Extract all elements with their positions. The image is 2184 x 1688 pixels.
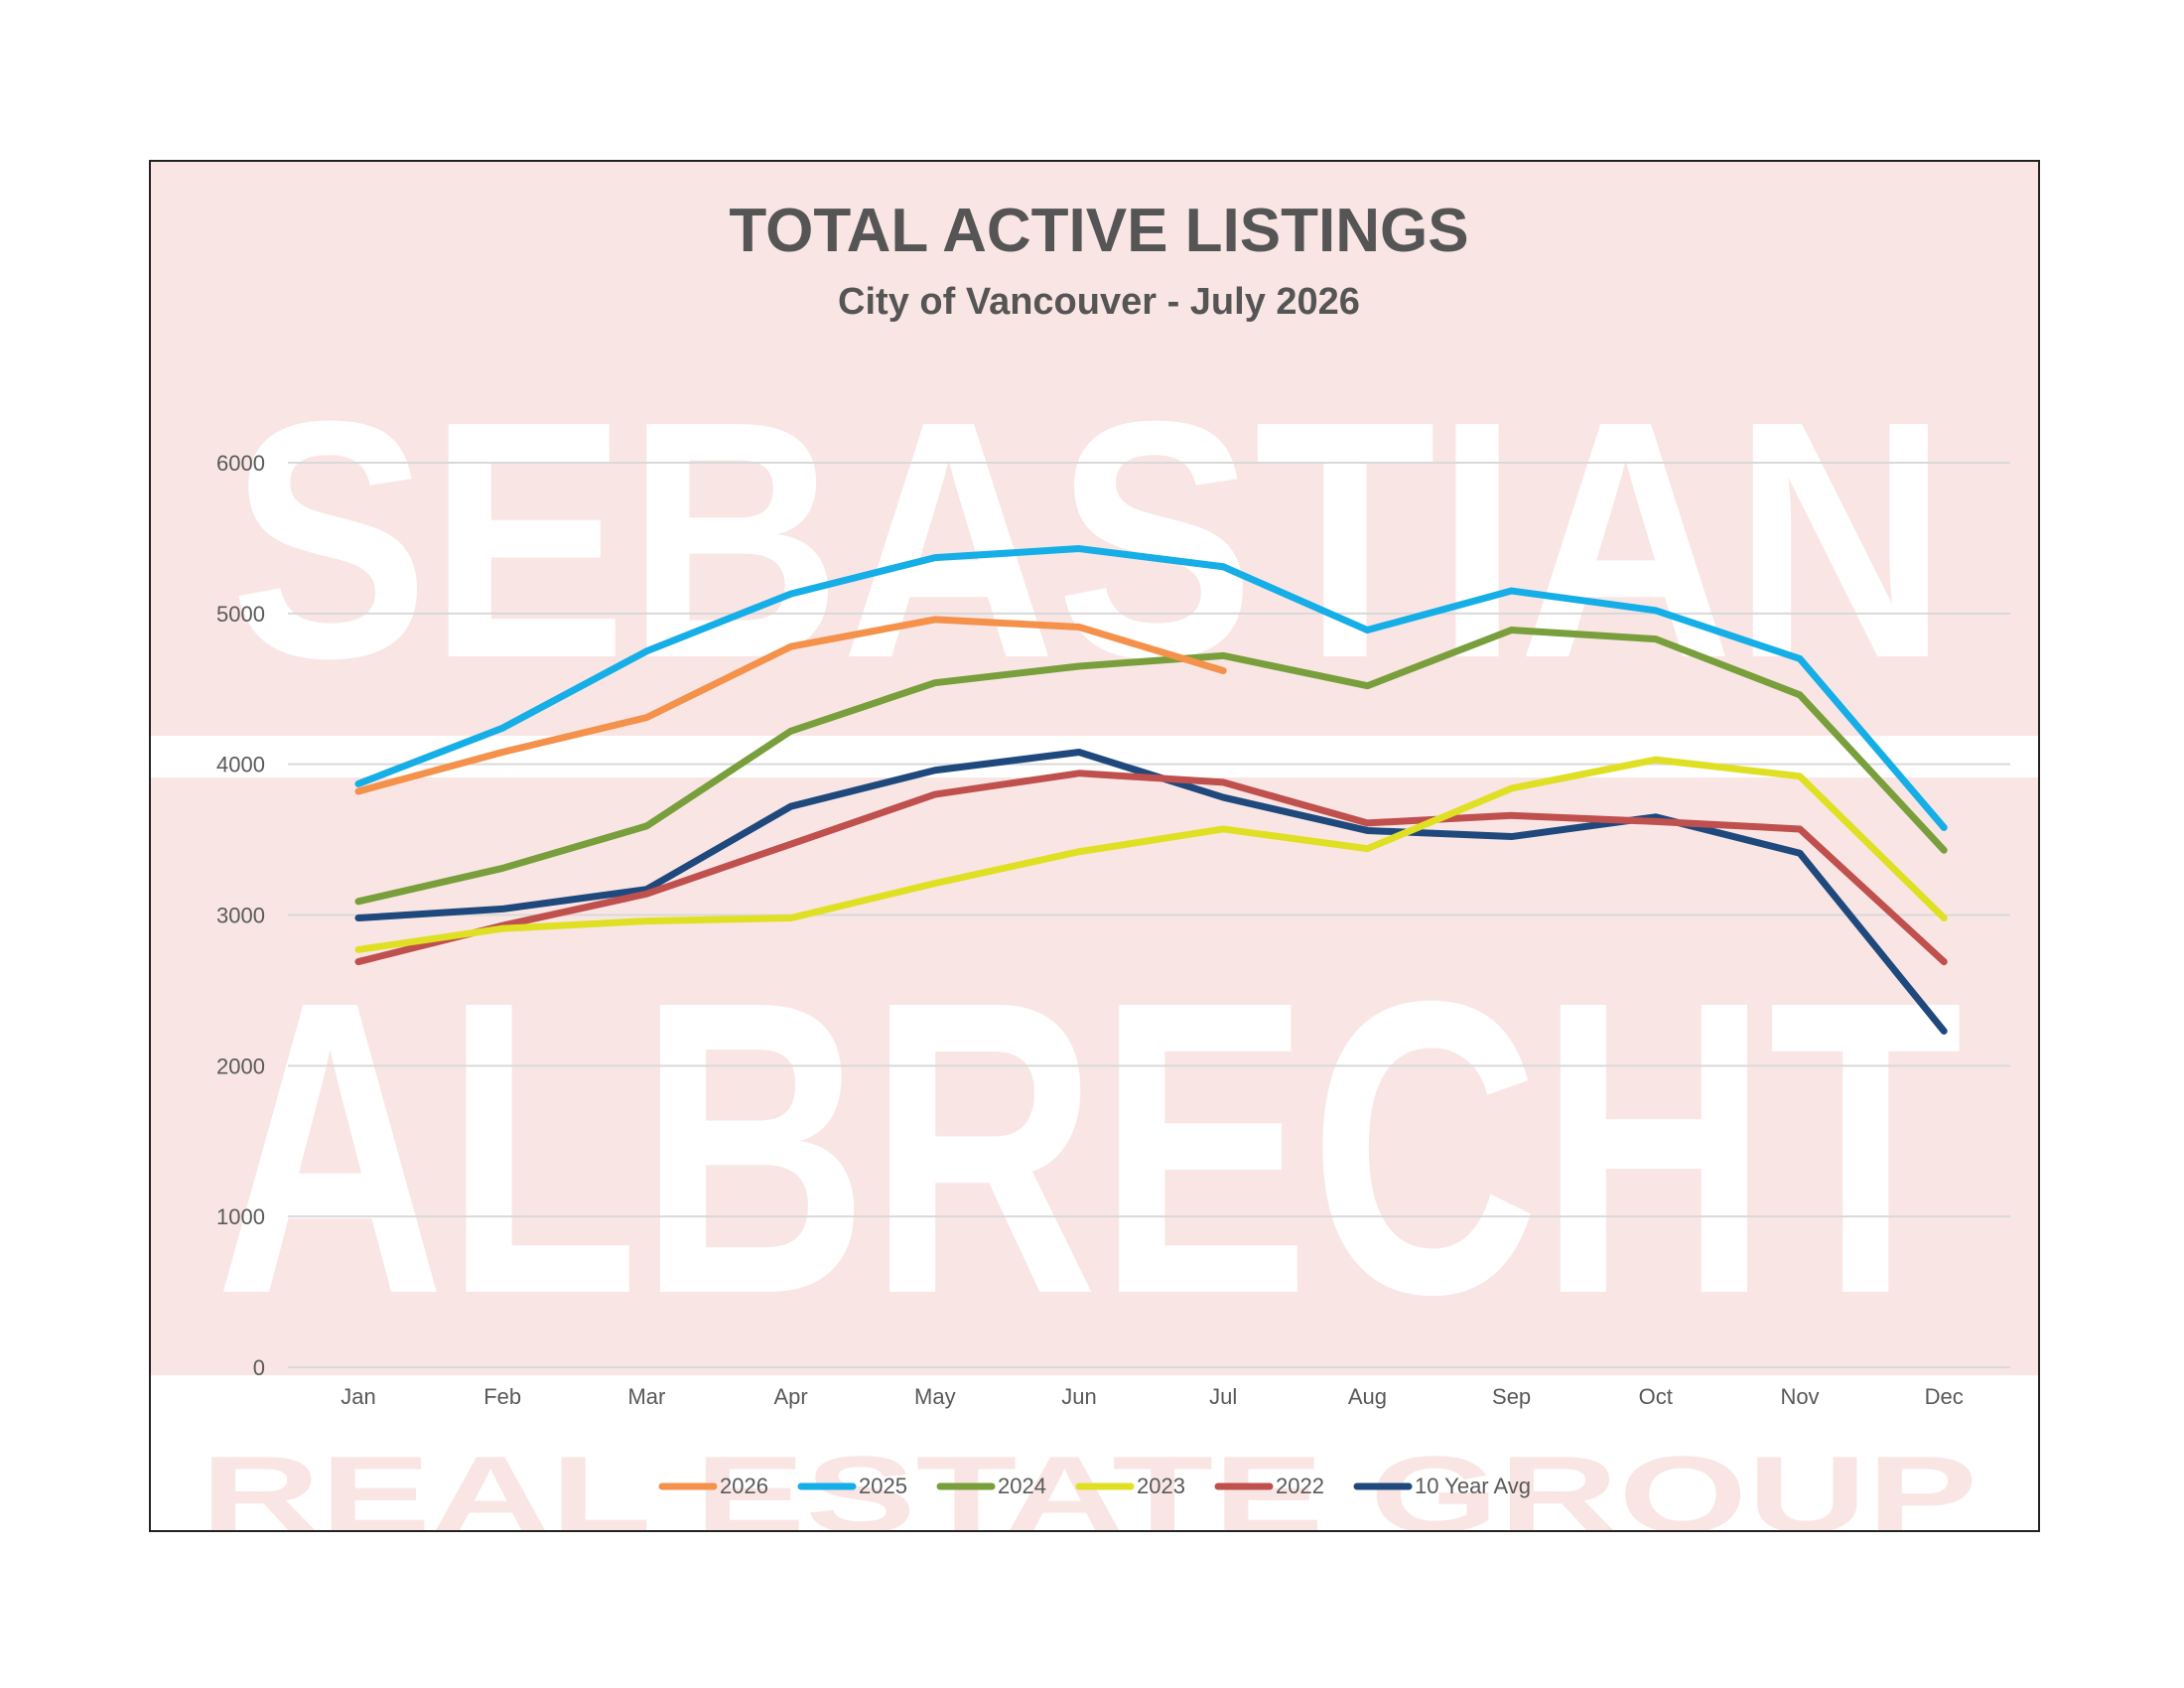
legend-label: 2022 [1276,1474,1324,1498]
y-tick-label: 2000 [216,1054,265,1078]
series-line-2023 [354,756,1948,953]
chart-frame: SEBASTIAN ALBRECHT REAL ESTATE GROUP TOT… [149,160,2040,1532]
y-tick-label: 5000 [216,602,265,627]
series-line-2025 [354,545,1948,831]
x-tick-label: Oct [1639,1384,1673,1409]
x-tick-label: Sep [1492,1384,1531,1409]
watermark-line2: ALBRECHT [215,915,1963,1381]
x-tick-label: Aug [1348,1384,1387,1409]
x-axis-ticks: Jan Feb Mar Apr May Jun Jul Aug Sep Oct Nov Dec [341,1384,1964,1409]
chart-subtitle: City of Vancouver - July 2026 [838,281,1360,323]
series-line-2022 [354,770,1948,966]
x-tick-label: Mar [627,1384,665,1409]
x-tick-label: Jul [1209,1384,1237,1409]
x-tick-label: Dec [1925,1384,1964,1409]
watermark-band-top [151,162,2038,736]
x-tick-label: Jun [1061,1384,1096,1409]
y-tick-label: 3000 [216,904,265,928]
y-axis-ticks: 0 1000 2000 3000 4000 5000 6000 [216,451,265,1380]
legend-label: 2023 [1137,1474,1185,1498]
chart-title: TOTAL ACTIVE LISTINGS [729,197,1468,265]
x-tick-label: Feb [483,1384,521,1409]
x-tick-label: May [914,1384,956,1409]
legend-label: 10 Year Avg [1415,1474,1531,1498]
watermark-line1: SEBASTIAN [230,352,1948,729]
legend-label: 2024 [998,1474,1046,1498]
line-chart: SEBASTIAN ALBRECHT REAL ESTATE GROUP TOT… [151,162,2038,1532]
legend: 2026 2025 2024 2023 2022 10 Year Avg [658,1474,1531,1498]
x-tick-label: Jan [341,1384,375,1409]
series-line-2024 [354,627,1948,906]
y-tick-label: 0 [253,1355,265,1380]
x-tick-label: Nov [1780,1384,1819,1409]
y-tick-label: 1000 [216,1204,265,1229]
legend-label: 2026 [720,1474,768,1498]
y-tick-label: 6000 [216,451,265,476]
series-line-2026 [354,616,1227,795]
legend-label: 2025 [859,1474,907,1498]
series-lines [354,545,1948,1035]
x-tick-label: Apr [773,1384,807,1409]
watermark-line3: REAL ESTATE GROUP [201,1434,1978,1532]
y-tick-label: 4000 [216,753,265,777]
